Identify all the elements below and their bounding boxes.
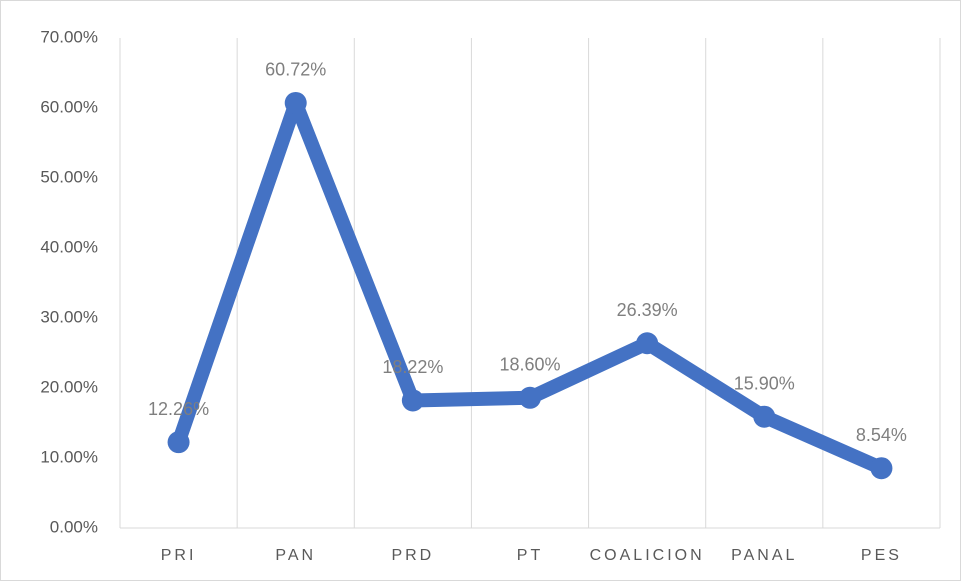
x-tick-label: PANAL	[731, 547, 797, 564]
point-marker	[636, 332, 659, 355]
y-tick-label: 40.00%	[40, 237, 98, 256]
data-label: 12.26%	[148, 399, 209, 419]
point-marker	[284, 91, 307, 114]
x-tick-label: PES	[861, 547, 902, 564]
point-marker	[519, 386, 541, 409]
y-tick-label: 60.00%	[40, 97, 98, 116]
x-tick-label: PT	[517, 547, 543, 564]
point-marker	[870, 457, 893, 480]
point-marker	[167, 431, 190, 454]
x-tick-label: PAN	[275, 547, 316, 564]
x-tick-label: PRD	[391, 547, 434, 564]
data-label: 18.22%	[382, 357, 443, 377]
x-tick-label: PRI	[161, 547, 197, 564]
x-tick-label: COALICION	[590, 547, 705, 564]
data-label: 15.90%	[734, 373, 795, 393]
y-tick-label: 20.00%	[40, 377, 98, 396]
data-label: 26.39%	[617, 300, 678, 320]
point-marker	[401, 389, 424, 412]
point-marker	[753, 405, 776, 428]
y-tick-label: 30.00%	[40, 307, 98, 326]
y-tick-label: 10.00%	[40, 447, 98, 466]
y-tick-label: 0.00%	[50, 517, 98, 536]
y-tick-label: 70.00%	[40, 27, 98, 46]
data-label: 18.60%	[499, 355, 560, 375]
data-label: 60.72%	[265, 60, 326, 80]
data-label: 8.54%	[856, 425, 907, 445]
y-tick-label: 50.00%	[40, 167, 98, 186]
